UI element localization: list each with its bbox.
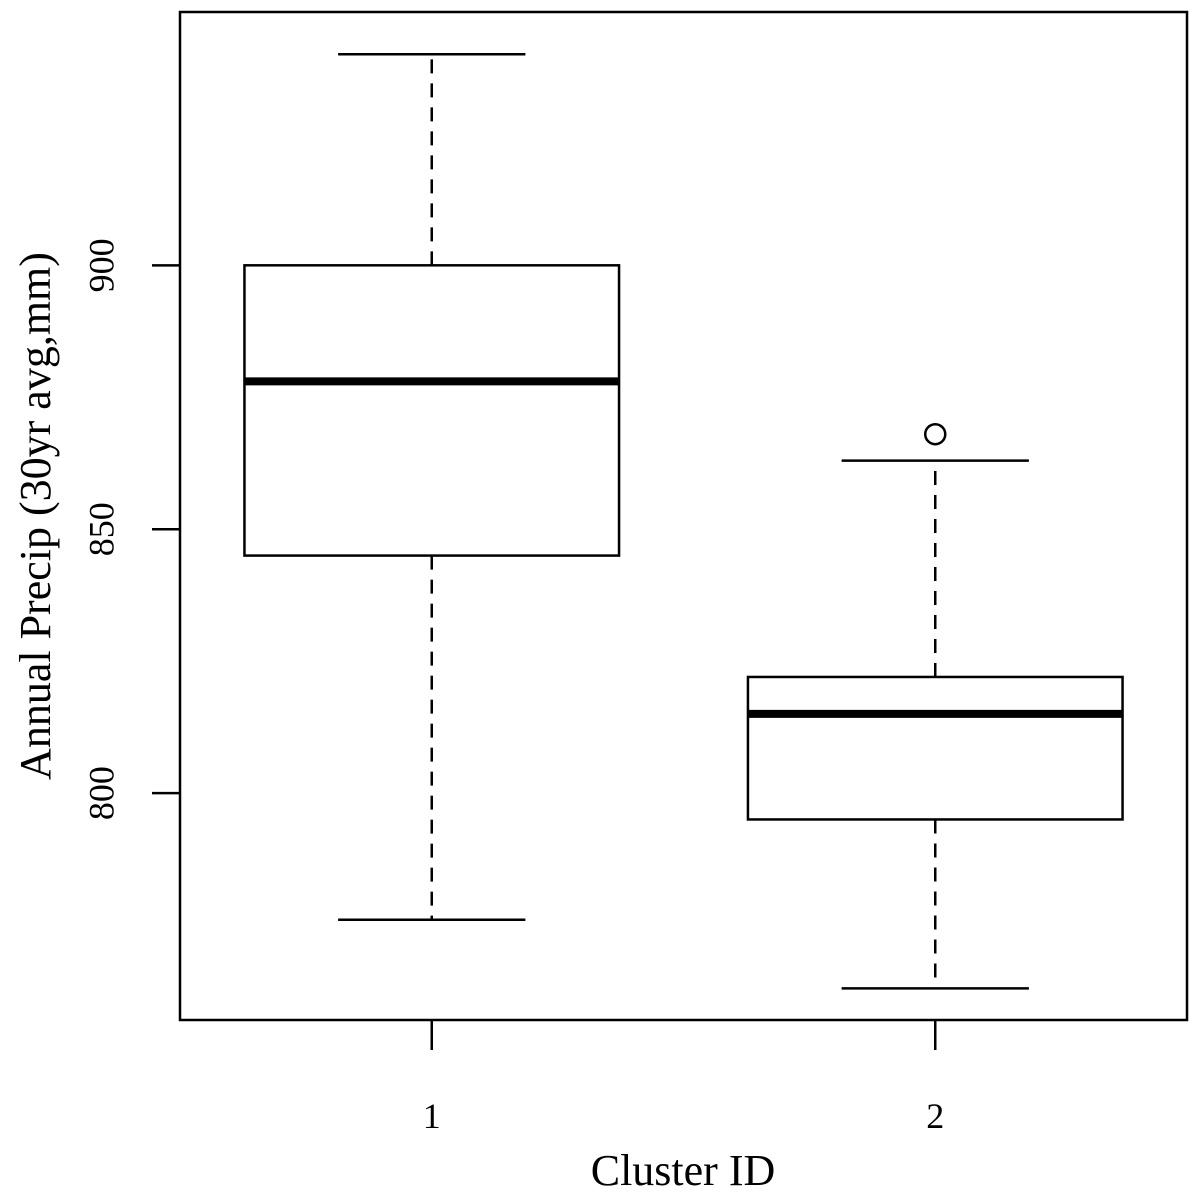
y-axis-label: Annual Precip (30yr avg,mm) xyxy=(11,252,60,780)
iqr-box xyxy=(746,675,1124,821)
y-tick-label: 900 xyxy=(81,238,121,292)
outlier-point xyxy=(924,422,947,446)
box-group-2 xyxy=(746,422,1124,990)
plot-frame xyxy=(178,10,1189,1022)
boxes-layer xyxy=(243,52,1124,990)
axes-layer: 800 850 900 1 2 xyxy=(81,238,944,1136)
iqr-box xyxy=(243,264,621,557)
x-axis-label: Cluster ID xyxy=(591,1146,776,1195)
x-tick-label: 2 xyxy=(926,1096,944,1136)
y-tick-label: 800 xyxy=(81,766,121,820)
y-tick-label: 850 xyxy=(81,502,121,556)
box-group-1 xyxy=(243,52,621,921)
x-tick-label: 1 xyxy=(423,1096,441,1136)
